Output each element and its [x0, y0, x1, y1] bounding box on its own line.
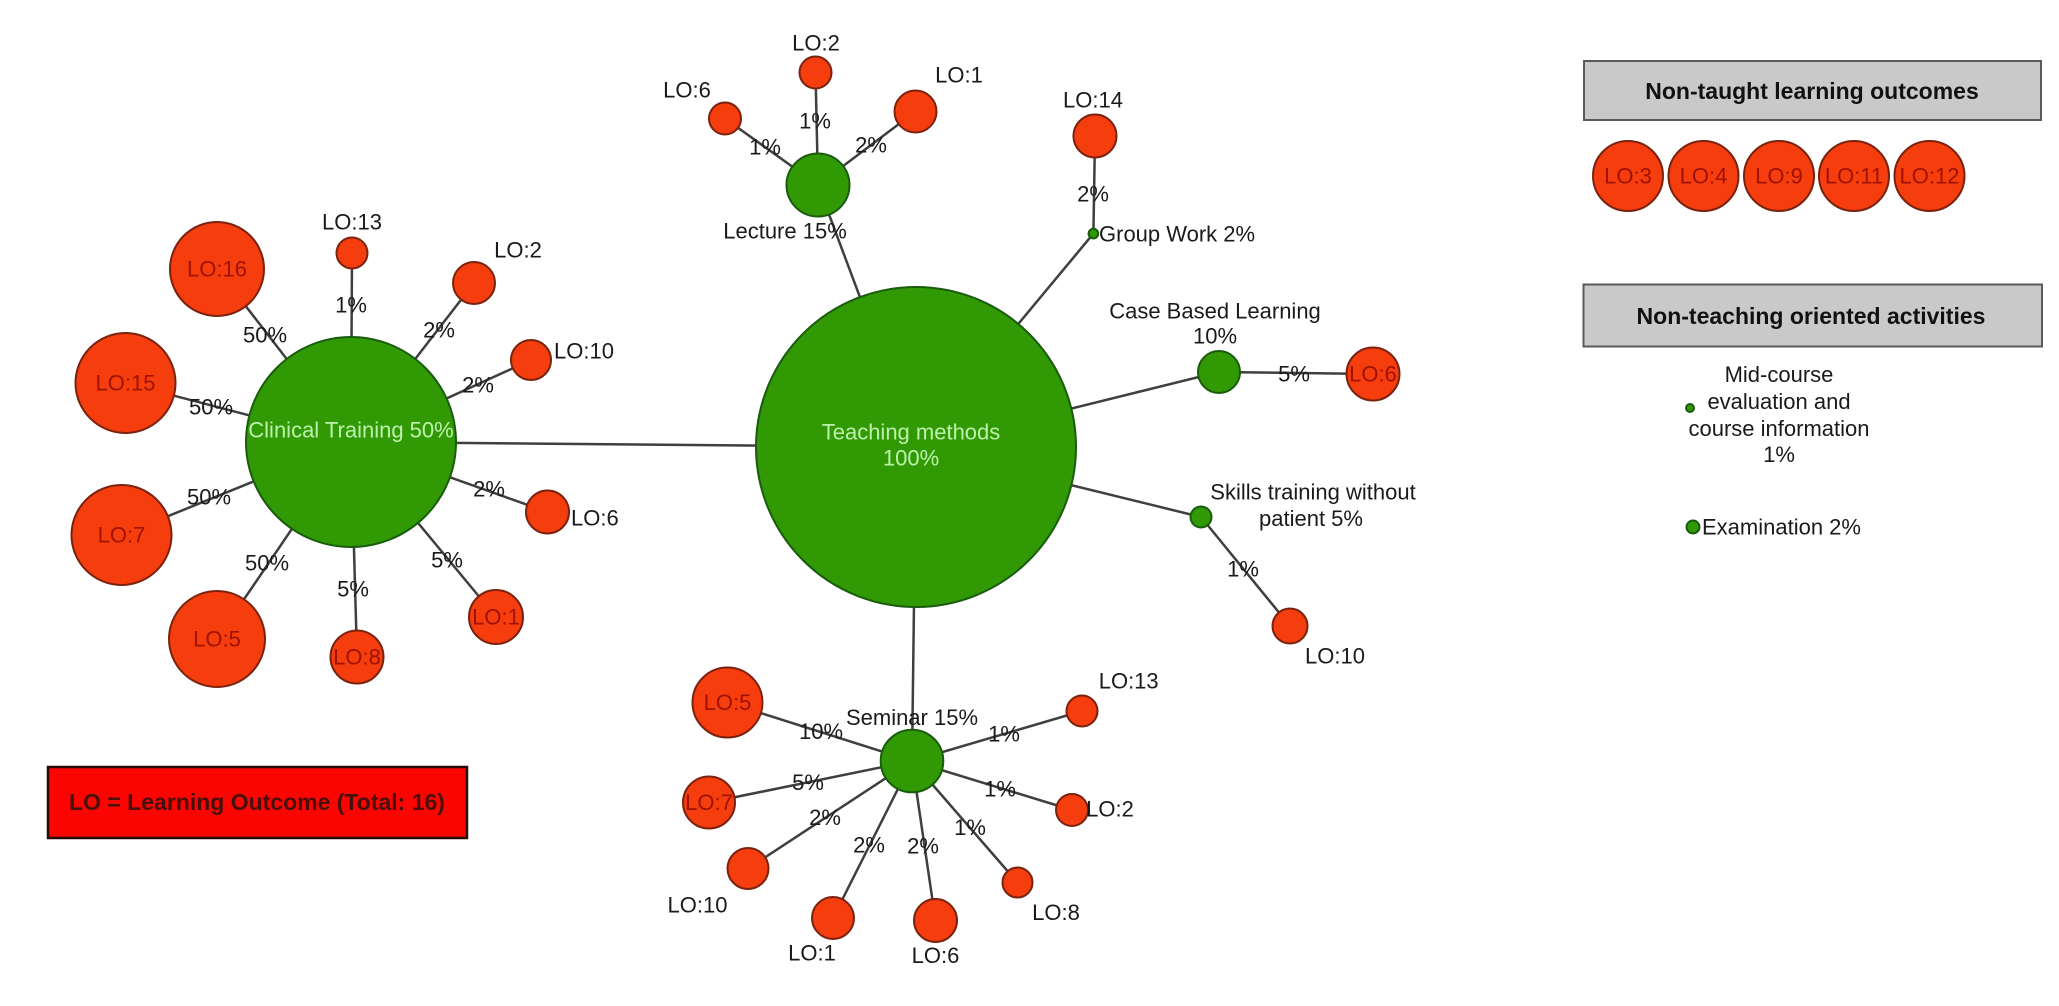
svg-text:Case Based Learning: Case Based Learning [1109, 299, 1321, 324]
svg-text:2%: 2% [1077, 182, 1109, 207]
svg-text:2%: 2% [853, 833, 885, 858]
svg-text:LO:4: LO:4 [1680, 164, 1728, 189]
svg-text:LO:7: LO:7 [98, 523, 146, 548]
svg-text:LO:7: LO:7 [685, 790, 733, 815]
svg-text:LO:6: LO:6 [1349, 362, 1397, 387]
svg-text:patient 5%: patient 5% [1259, 506, 1363, 531]
svg-text:LO:3: LO:3 [1604, 164, 1652, 189]
svg-text:Group Work 2%: Group Work 2% [1099, 222, 1255, 247]
svg-text:LO:10: LO:10 [554, 339, 614, 364]
svg-text:Examination 2%: Examination 2% [1702, 515, 1861, 540]
svg-text:Clinical Training 50%: Clinical Training 50% [248, 418, 453, 443]
svg-text:LO:2: LO:2 [494, 238, 542, 263]
svg-text:Mid-course: Mid-course [1725, 362, 1834, 387]
svg-text:LO:1: LO:1 [935, 63, 983, 88]
svg-text:2%: 2% [473, 477, 505, 502]
svg-text:LO:6: LO:6 [571, 506, 619, 531]
svg-text:1%: 1% [335, 293, 367, 318]
svg-text:1%: 1% [954, 815, 986, 840]
svg-text:Non-teaching oriented activiti: Non-teaching oriented activities [1637, 303, 1986, 329]
svg-text:2%: 2% [462, 373, 494, 398]
svg-text:100%: 100% [883, 446, 939, 471]
svg-text:LO:8: LO:8 [333, 645, 381, 670]
svg-text:50%: 50% [187, 485, 231, 510]
svg-text:LO:6: LO:6 [912, 943, 960, 968]
svg-text:LO:12: LO:12 [1900, 164, 1960, 189]
svg-text:5%: 5% [431, 548, 463, 573]
svg-text:Teaching methods: Teaching methods [822, 420, 1001, 445]
svg-text:2%: 2% [809, 805, 841, 830]
svg-text:2%: 2% [855, 133, 887, 158]
svg-text:LO:8: LO:8 [1032, 900, 1080, 925]
svg-text:10%: 10% [1193, 324, 1237, 349]
svg-text:50%: 50% [189, 395, 233, 420]
svg-text:Seminar 15%: Seminar 15% [846, 705, 978, 730]
svg-text:Non-taught learning outcomes: Non-taught learning outcomes [1645, 78, 1979, 104]
svg-text:5%: 5% [1278, 362, 1310, 387]
svg-text:1%: 1% [984, 777, 1016, 802]
svg-text:LO:15: LO:15 [96, 371, 156, 396]
svg-text:2%: 2% [423, 318, 455, 343]
svg-text:10%: 10% [799, 719, 843, 744]
svg-text:LO:14: LO:14 [1063, 88, 1123, 113]
svg-text:LO:11: LO:11 [1825, 164, 1883, 189]
svg-text:50%: 50% [243, 323, 287, 348]
svg-text:LO:10: LO:10 [668, 893, 728, 918]
svg-text:LO:1: LO:1 [788, 941, 836, 966]
svg-text:LO = Learning Outcome (Total:: LO = Learning Outcome (Total: 16) [69, 789, 445, 815]
svg-text:evaluation and: evaluation and [1707, 389, 1850, 414]
svg-text:LO:13: LO:13 [1099, 669, 1159, 694]
svg-text:LO:10: LO:10 [1305, 644, 1365, 669]
svg-text:50%: 50% [245, 551, 289, 576]
svg-text:5%: 5% [337, 577, 369, 602]
svg-text:course information: course information [1689, 416, 1870, 441]
svg-text:Skills training without: Skills training without [1210, 480, 1415, 505]
svg-text:5%: 5% [792, 770, 824, 795]
svg-text:1%: 1% [988, 722, 1020, 747]
svg-text:Lecture 15%: Lecture 15% [723, 219, 847, 244]
svg-text:1%: 1% [799, 109, 831, 134]
svg-text:LO:5: LO:5 [704, 690, 752, 715]
svg-text:1%: 1% [1763, 442, 1795, 467]
svg-text:1%: 1% [749, 135, 781, 160]
svg-text:LO:13: LO:13 [322, 210, 382, 235]
svg-text:LO:2: LO:2 [1086, 797, 1134, 822]
svg-text:2%: 2% [907, 834, 939, 859]
svg-text:LO:2: LO:2 [792, 31, 840, 56]
svg-text:LO:9: LO:9 [1755, 164, 1803, 189]
svg-text:LO:6: LO:6 [663, 78, 711, 103]
svg-text:1%: 1% [1227, 557, 1259, 582]
svg-text:LO:16: LO:16 [187, 257, 247, 282]
svg-text:LO:5: LO:5 [193, 627, 241, 652]
svg-text:LO:1: LO:1 [472, 605, 520, 630]
